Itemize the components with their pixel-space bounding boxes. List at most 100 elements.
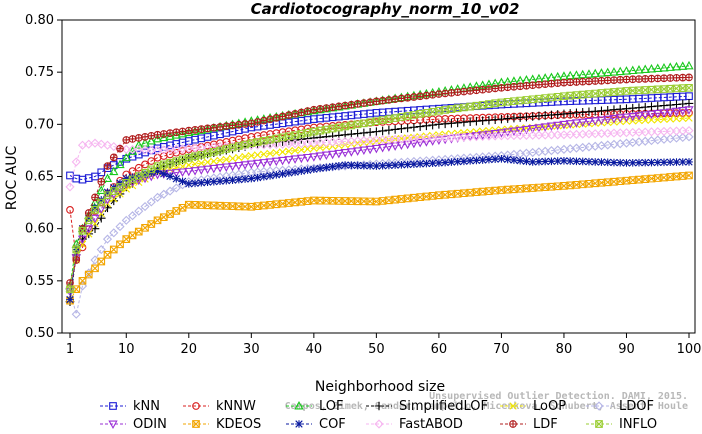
data-point — [453, 88, 462, 96]
legend-marker — [108, 420, 118, 430]
data-point — [253, 118, 262, 126]
data-point — [96, 244, 106, 255]
data-point — [109, 187, 118, 195]
data-point — [678, 158, 687, 166]
data-point — [303, 128, 312, 137]
data-point — [659, 62, 669, 72]
data-point — [584, 117, 594, 127]
series-ldf — [66, 73, 693, 287]
data-point — [360, 119, 368, 128]
data-point — [541, 157, 549, 166]
data-point — [653, 174, 662, 182]
data-point — [109, 228, 119, 238]
watermark-line-2: Unsupervised Outlier Detection. DAMI, 20… — [429, 390, 688, 402]
data-point — [291, 146, 299, 155]
data-point — [434, 133, 444, 143]
data-point — [578, 118, 588, 128]
data-point — [678, 61, 688, 70]
data-point — [640, 64, 650, 74]
legend-label: kNN — [133, 399, 160, 414]
data-point — [347, 121, 356, 130]
data-point — [397, 161, 406, 169]
data-point — [453, 132, 463, 142]
data-point — [384, 125, 394, 135]
data-point — [535, 80, 543, 89]
legend-item-inflo: INFLO — [586, 417, 657, 432]
data-point — [491, 155, 499, 163]
data-point — [366, 162, 374, 170]
data-point — [309, 127, 318, 136]
data-point — [684, 126, 694, 136]
data-point — [328, 137, 338, 147]
data-point — [209, 123, 218, 132]
data-point — [460, 87, 468, 96]
data-point — [197, 159, 205, 167]
data-point — [272, 149, 281, 157]
data-point — [241, 152, 249, 161]
data-point — [641, 158, 650, 167]
legend-item-ldf: LDF — [500, 417, 558, 432]
data-point — [640, 111, 650, 120]
data-point — [103, 162, 112, 170]
data-point — [216, 156, 224, 165]
data-point — [228, 143, 237, 152]
data-point — [391, 195, 399, 204]
data-point — [484, 131, 494, 141]
x-tick-label: 40 — [306, 342, 323, 357]
data-point — [678, 126, 688, 136]
data-point — [378, 126, 387, 136]
data-point — [166, 129, 174, 137]
data-point — [241, 202, 249, 211]
data-point — [653, 74, 662, 83]
data-point — [653, 158, 662, 167]
data-point — [528, 130, 538, 140]
data-point — [672, 84, 681, 93]
data-point — [203, 124, 212, 133]
data-point — [634, 112, 644, 121]
data-point — [316, 164, 324, 173]
data-point — [296, 138, 306, 149]
data-point — [147, 157, 156, 165]
data-point — [685, 171, 693, 180]
legend-label: INFLO — [619, 417, 657, 432]
data-point — [360, 99, 368, 107]
data-point — [241, 120, 249, 128]
data-point — [259, 201, 268, 210]
data-point — [521, 130, 532, 140]
data-point — [184, 127, 194, 137]
data-point — [247, 119, 256, 128]
data-point — [616, 158, 625, 167]
data-point — [384, 143, 394, 152]
data-point — [478, 101, 487, 109]
data-point — [665, 126, 675, 136]
data-point — [622, 87, 631, 95]
data-point — [528, 95, 537, 104]
data-point — [384, 134, 394, 145]
data-point — [116, 144, 124, 153]
data-point — [403, 140, 413, 150]
data-point — [253, 151, 262, 159]
legend-label: ODIN — [133, 417, 167, 432]
data-point — [284, 111, 293, 119]
data-point — [316, 196, 324, 205]
data-point — [272, 114, 281, 122]
data-point — [610, 158, 618, 167]
data-point — [372, 117, 381, 126]
data-point — [102, 140, 113, 150]
data-point — [578, 69, 588, 79]
data-point — [265, 158, 275, 167]
data-point — [410, 93, 418, 101]
data-point — [272, 134, 281, 143]
data-point — [128, 173, 137, 181]
data-point — [260, 150, 268, 158]
data-point — [678, 73, 687, 82]
data-point — [159, 213, 168, 222]
data-point — [203, 149, 212, 158]
data-point — [360, 197, 368, 206]
data-point — [147, 220, 156, 228]
legend: kNN kNNW LOF SimplifiedLOF LoOP LDOF ODIN KDEOS… — [100, 399, 657, 432]
data-point — [578, 157, 587, 166]
data-point — [428, 120, 437, 130]
data-point — [184, 180, 193, 188]
data-point — [647, 74, 656, 83]
